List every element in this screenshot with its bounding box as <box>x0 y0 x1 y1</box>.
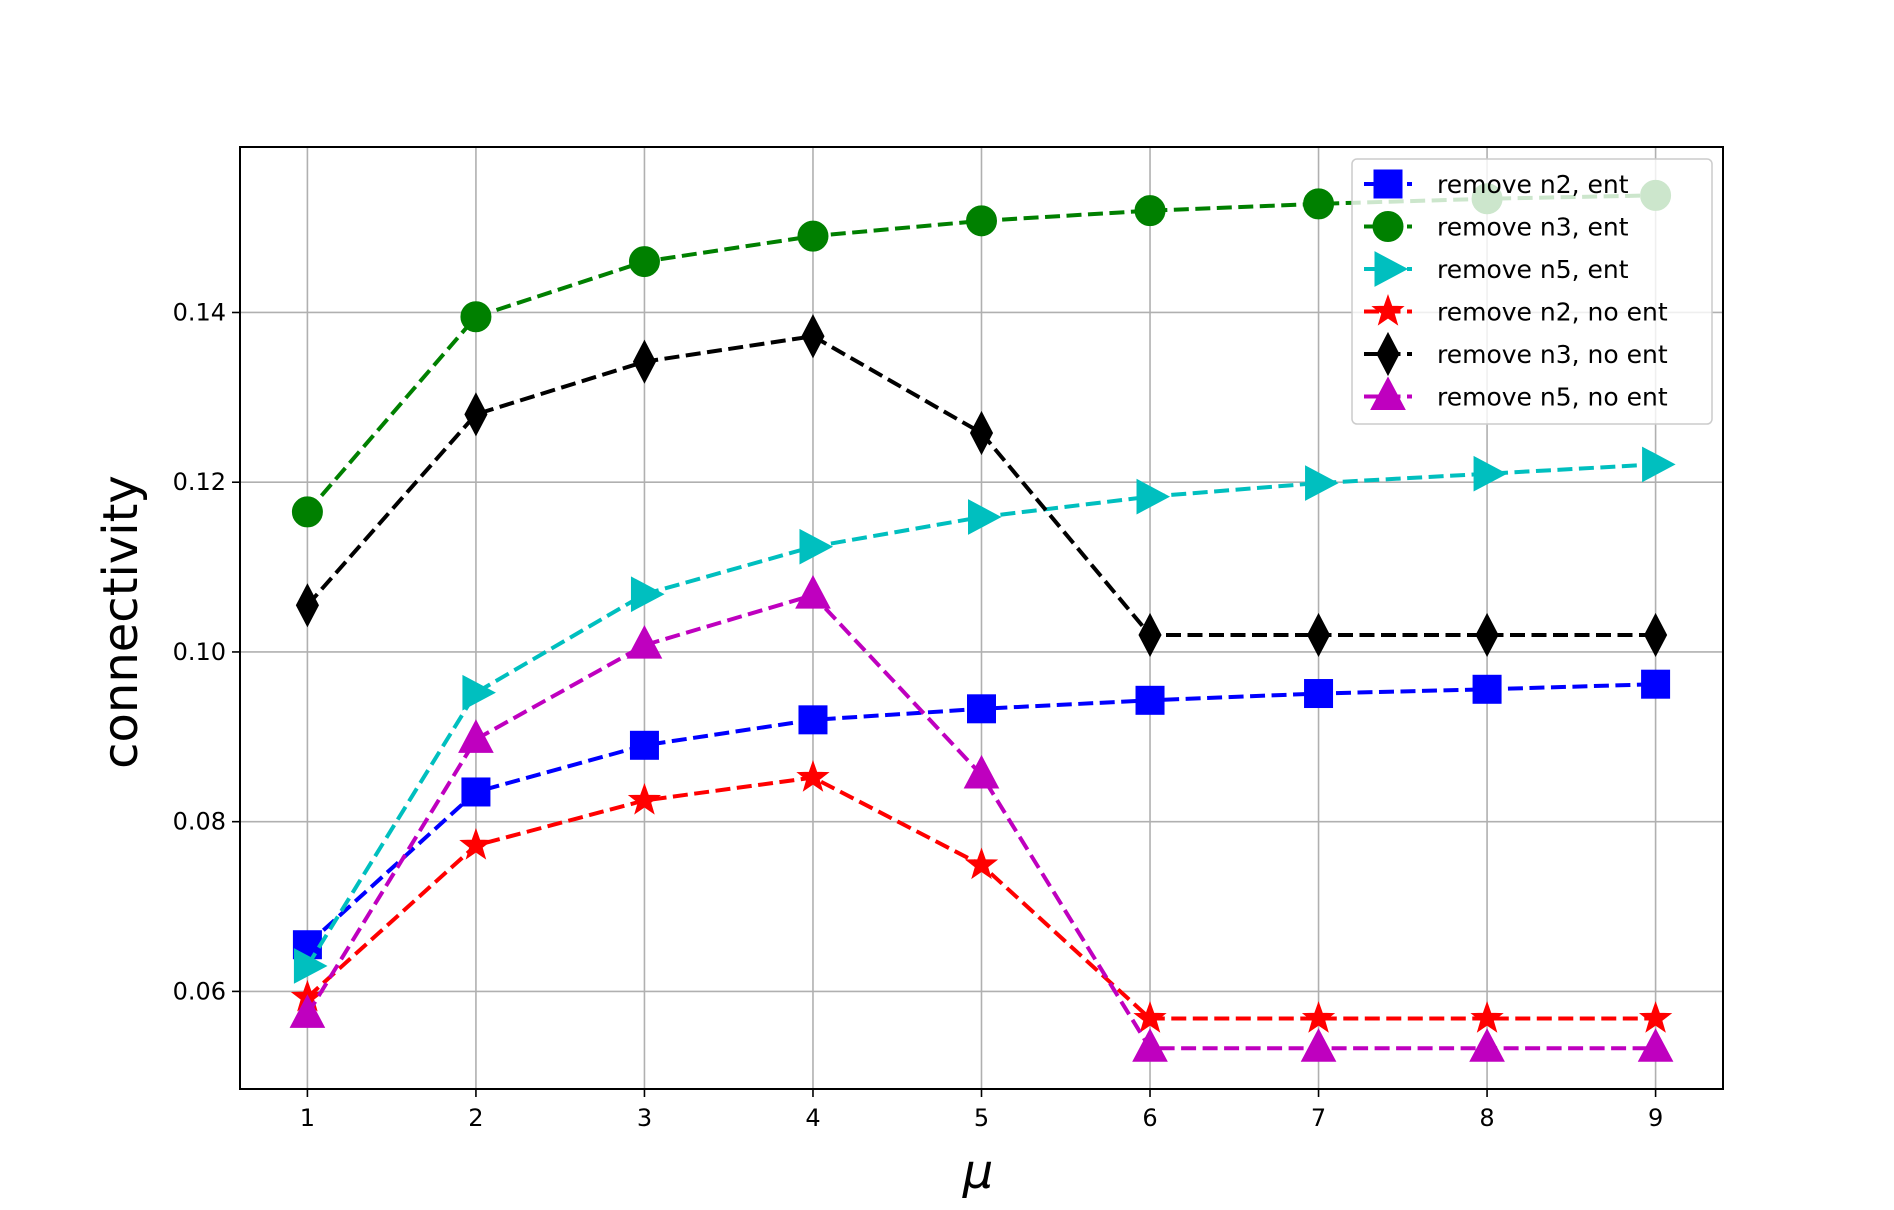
x-tick-label: 6 <box>1142 1104 1157 1132</box>
data-point <box>626 625 663 659</box>
legend-marker <box>1371 294 1405 326</box>
data-point <box>1135 685 1165 715</box>
y-tick-label: 0.06 <box>173 977 226 1005</box>
data-point <box>963 754 1000 789</box>
data-point <box>1473 455 1508 492</box>
data-point <box>461 777 491 807</box>
data-point <box>797 220 829 252</box>
data-point <box>1133 1001 1167 1033</box>
data-point <box>796 760 830 792</box>
y-tick-label: 0.10 <box>173 638 226 666</box>
x-tick-label: 1 <box>300 1104 315 1132</box>
data-point <box>968 499 1002 535</box>
x-tick-label: 2 <box>468 1104 483 1132</box>
y-tick-label: 0.08 <box>173 808 226 836</box>
data-point <box>967 694 996 724</box>
data-point <box>1136 478 1171 515</box>
data-point <box>798 705 828 735</box>
series-5 <box>295 314 1668 658</box>
data-point <box>799 528 834 565</box>
data-point <box>1637 1028 1674 1062</box>
data-point <box>1132 1028 1168 1062</box>
legend-marker <box>1370 376 1406 410</box>
series-3 <box>293 446 1676 984</box>
data-point <box>459 827 493 860</box>
legend-label: remove n3, ent <box>1437 213 1629 242</box>
data-point <box>627 782 662 815</box>
legend: remove n2, ent remove n3, ent remove n5, e… <box>1351 158 1713 425</box>
legend-label: remove n5, no ent <box>1437 383 1668 412</box>
x-tick-label: 9 <box>1648 1104 1663 1132</box>
legend-item: remove n2, no ent <box>1364 294 1668 327</box>
legend-item: remove n5, ent <box>1364 251 1629 287</box>
data-point <box>1642 446 1676 483</box>
data-point <box>1470 1001 1504 1033</box>
y-axis-label: connectivity <box>93 475 149 769</box>
data-point <box>801 314 825 359</box>
data-point <box>629 730 659 760</box>
x-tick-label: 8 <box>1479 1104 1494 1132</box>
data-point <box>1303 188 1335 220</box>
data-point <box>293 948 328 984</box>
x-tick-label: 3 <box>637 1104 652 1132</box>
data-point <box>1475 612 1499 658</box>
data-point <box>295 583 319 628</box>
data-point <box>1138 612 1162 658</box>
series-1 <box>292 669 1671 960</box>
y-tick-label: 0.14 <box>173 298 226 326</box>
x-tick-label: 4 <box>805 1104 820 1132</box>
legend-marker <box>1373 169 1403 199</box>
legend-label: remove n5, ent <box>1437 255 1629 284</box>
legend-item: remove n3, no ent <box>1364 331 1668 377</box>
legend-label: remove n3, no ent <box>1437 340 1668 369</box>
data-point <box>289 994 326 1028</box>
series-layer <box>289 179 1676 1062</box>
legend-marker <box>1376 331 1400 377</box>
data-point <box>458 719 494 753</box>
legend-box <box>1351 158 1713 425</box>
data-point <box>460 301 492 333</box>
data-point <box>1301 1001 1336 1033</box>
data-point <box>969 410 994 456</box>
data-point <box>1638 1001 1673 1033</box>
legend-item: remove n3, ent <box>1364 211 1629 242</box>
data-point <box>1641 669 1671 699</box>
x-tick-label: 7 <box>1311 1104 1326 1132</box>
data-point <box>1306 612 1331 658</box>
legend-item: remove n2, ent <box>1364 169 1629 199</box>
data-point <box>630 576 665 613</box>
data-point <box>795 575 831 609</box>
data-point <box>964 847 999 880</box>
legend-label: remove n2, no ent <box>1437 298 1668 327</box>
data-point <box>462 674 496 711</box>
data-point <box>966 205 997 237</box>
data-point <box>464 392 488 437</box>
legend-marker <box>1374 251 1409 287</box>
y-tick-label: 0.12 <box>173 468 226 496</box>
data-point <box>1304 679 1334 709</box>
x-axis-label: μ <box>962 1144 994 1200</box>
legend-item: remove n5, no ent <box>1364 376 1668 412</box>
data-point <box>1469 1028 1505 1062</box>
x-tick-label: 5 <box>974 1104 989 1132</box>
data-point <box>1305 465 1339 501</box>
legend-label: remove n2, ent <box>1437 170 1629 199</box>
data-point <box>1472 674 1502 704</box>
axis-ticks: 1 2 3 4 5 6 7 8 9 0.06 0.08 0.10 0.12 0.14 <box>173 298 1664 1132</box>
data-point <box>632 339 657 384</box>
data-point <box>1300 1028 1337 1062</box>
series-6 <box>289 575 1674 1062</box>
legend-marker <box>1372 211 1404 242</box>
data-point <box>628 246 660 278</box>
data-point <box>291 496 323 528</box>
data-point <box>1644 612 1668 658</box>
data-point <box>1134 195 1166 227</box>
